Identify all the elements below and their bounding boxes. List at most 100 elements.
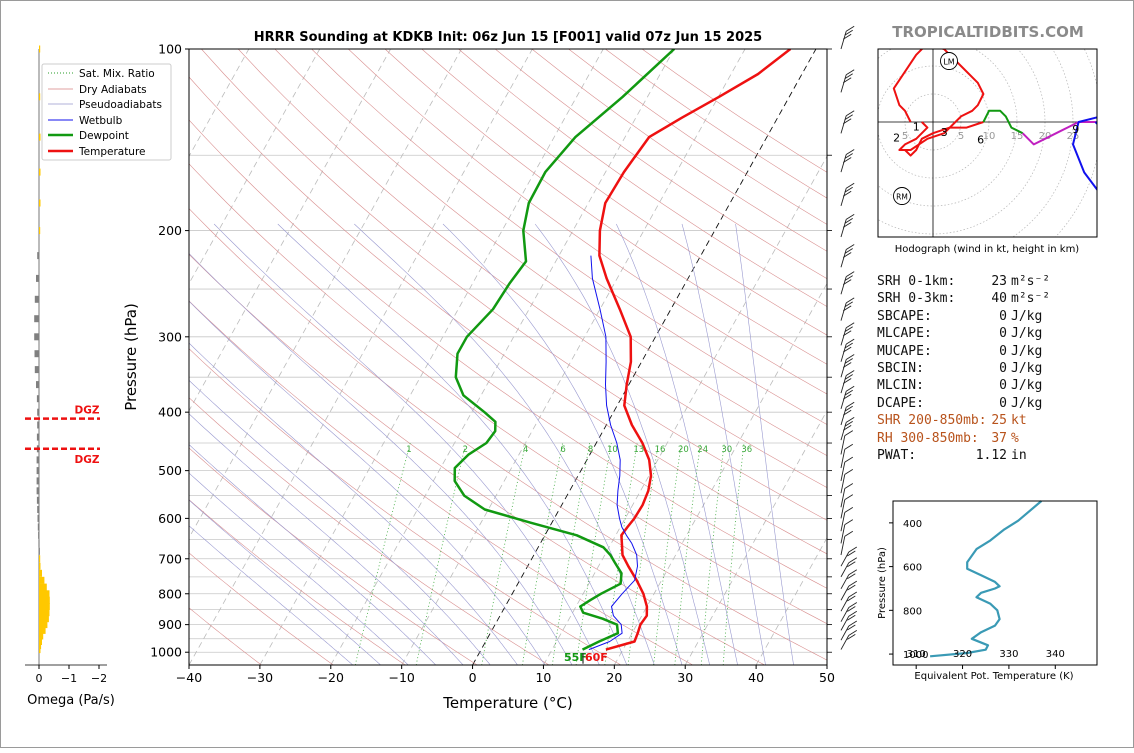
barb-flag: [846, 150, 854, 155]
wind-barbs-column: [841, 26, 857, 649]
pseudoadiabat: [535, 224, 706, 652]
pseudoadiabat: [508, 652, 518, 665]
parameter-label: SBCAPE:: [877, 308, 932, 325]
parameter-unit: kt: [1011, 412, 1027, 429]
omega-bar: [38, 532, 39, 539]
legend-dewpoint: Dewpoint: [79, 130, 129, 142]
pseudoadiabat: [736, 224, 792, 652]
wind-barb: [841, 611, 857, 630]
parameter-label: SRH 0-3km:: [877, 290, 955, 307]
wind-barb: [841, 272, 854, 295]
y-tick-label: 600: [158, 511, 182, 526]
omega-bar: [38, 524, 39, 531]
barb-flag: [849, 581, 857, 586]
hodograph-height-label: 3: [941, 126, 948, 139]
pseudoadiabat: [650, 652, 655, 665]
wind-barb: [841, 245, 854, 268]
wind-barb: [841, 630, 857, 649]
theta-e-y-tick-label: 800: [903, 606, 922, 617]
isotherm-line: [1, 49, 36, 665]
chart-title: HRRR Sounding at KDKB Init: 06z Jun 15 […: [254, 30, 762, 45]
omega-bar: [39, 93, 40, 100]
omega-bar: [37, 395, 39, 402]
omega-bar: [37, 252, 39, 259]
isotherm-line: [189, 49, 532, 665]
mixing-ratio-label: 30: [721, 445, 732, 455]
pseudoadiabat: [77, 224, 508, 652]
legend-dry-adiabats: Dry Adiabats: [79, 84, 147, 96]
x-tick-label: 10: [535, 670, 551, 685]
barb-flag: [849, 547, 857, 552]
dewpoint-profile: [455, 49, 675, 650]
barb-flag: [846, 245, 854, 250]
skewt-x-axis-label: Temperature (°C): [442, 694, 572, 712]
barb-flag: [847, 596, 855, 601]
omega-tick-label: 0: [36, 672, 43, 685]
skewt-profiles: [455, 49, 791, 650]
barb-flag: [849, 592, 857, 597]
barb-flag: [846, 111, 854, 116]
parameter-value: 37: [991, 430, 1007, 447]
mixing-ratio-line: [416, 443, 466, 665]
pseudoadiabat: [338, 652, 353, 665]
parameter-label: MLCIN:: [877, 377, 924, 394]
barb-flag: [845, 495, 853, 500]
pseudoadiabat: [214, 224, 593, 652]
barb-flag: [846, 26, 854, 31]
pseudoadiabat: [443, 224, 678, 652]
barb-flag: [849, 630, 857, 635]
mixing-ratio-line: [723, 443, 744, 665]
hodograph-ring-label: 5: [958, 131, 964, 142]
barb-shaft: [841, 188, 846, 206]
y-tick-label: 300: [158, 329, 182, 344]
wind-barb: [841, 70, 854, 93]
omega-bar: [39, 555, 40, 562]
barb-flag: [846, 298, 854, 303]
surface-temperature-label: 60F: [585, 651, 608, 664]
legend-temperature: Temperature: [78, 146, 146, 158]
barb-flag: [847, 585, 855, 590]
hodograph-ring-label: 10: [983, 131, 996, 142]
left-mover-label: LM: [943, 58, 954, 67]
parameter-value: 40: [991, 290, 1007, 307]
barb-flag: [846, 70, 854, 75]
wind-barb: [841, 26, 854, 49]
barb-flag: [845, 431, 853, 436]
parameter-unit: J/kg: [1011, 325, 1042, 342]
wind-barb: [841, 417, 854, 440]
omega-bar: [39, 548, 40, 555]
parameter-unit: J/kg: [1011, 395, 1042, 412]
hodograph-height-label: 2: [893, 132, 900, 145]
barb-shaft: [841, 407, 846, 425]
mixing-ratio-line: [628, 443, 658, 665]
barb-shaft: [841, 277, 846, 295]
omega-bar: [39, 570, 42, 577]
pseudoadiabat: [616, 224, 735, 652]
barb-flag: [846, 323, 854, 328]
theta-e-x-tick-label: 340: [1046, 649, 1065, 660]
barb-flag: [845, 457, 853, 462]
barb-flag: [846, 355, 854, 360]
x-tick-label: −40: [176, 670, 202, 685]
mixing-ratio-label: 36: [741, 445, 752, 455]
omega-bar: [39, 563, 41, 570]
pseudoadiabat: [161, 224, 565, 652]
parameter-unit: in: [1011, 447, 1027, 464]
mixing-ratio-label: 20: [678, 445, 689, 455]
pseudoadiabat: [622, 652, 627, 665]
skewt-y-axis-label: Pressure (hPa): [122, 303, 140, 411]
y-tick-label: 1000: [150, 645, 182, 660]
wind-barb: [841, 111, 854, 134]
barb-flag: [846, 371, 854, 376]
omega-bar: [37, 434, 39, 441]
mixing-ratio-label: 10: [607, 445, 618, 455]
theta-e-x-tick-label: 320: [953, 649, 972, 660]
y-tick-label: 800: [158, 586, 182, 601]
